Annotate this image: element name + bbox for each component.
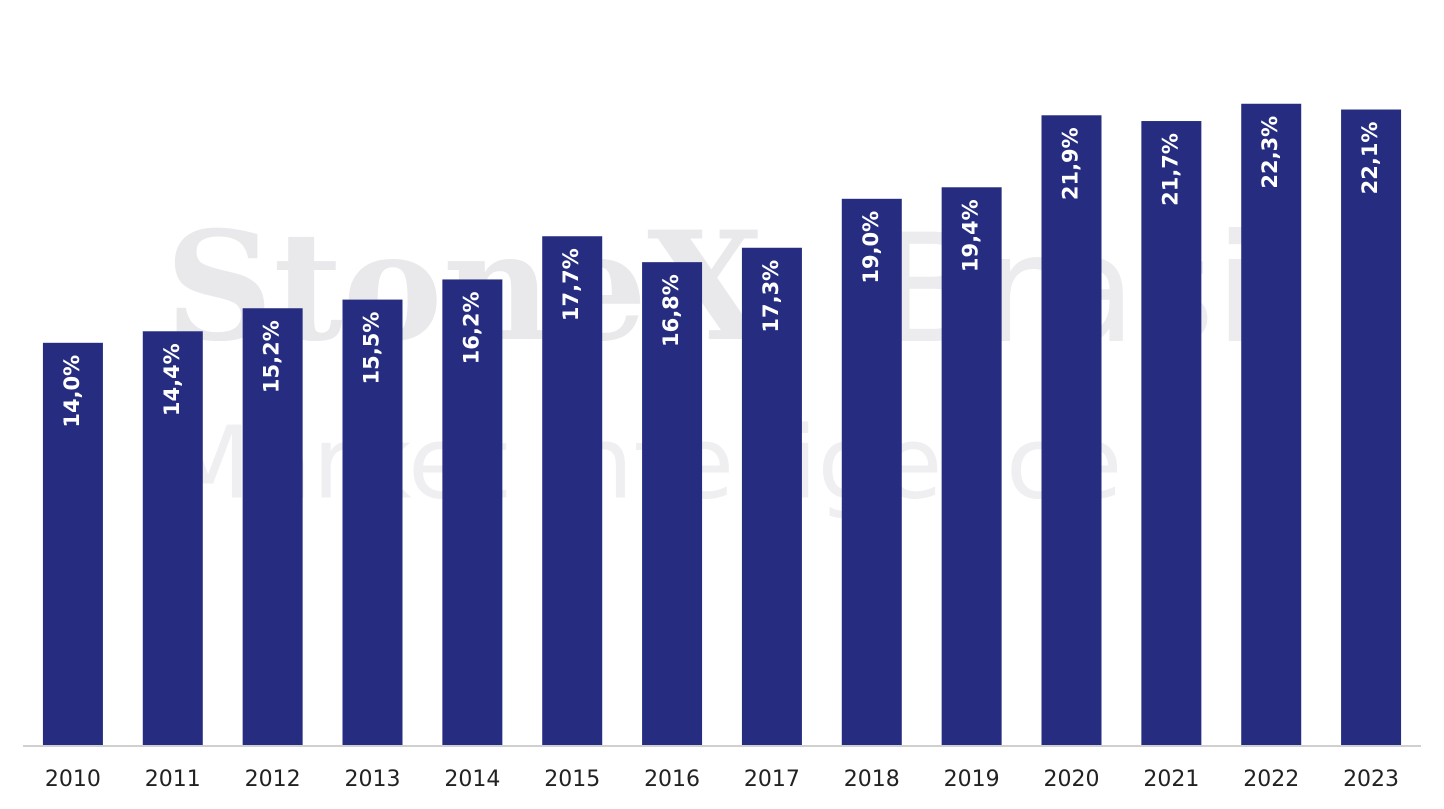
value-label: 19,0%: [859, 211, 883, 284]
value-label: 19,4%: [959, 199, 983, 272]
bar: [841, 198, 902, 747]
value-label: 22,1%: [1358, 122, 1382, 195]
value-label: 21,9%: [1059, 127, 1083, 200]
x-tick-label: 2016: [644, 767, 700, 792]
value-label: 14,4%: [160, 343, 184, 416]
bar: [42, 342, 103, 746]
bar: [542, 236, 603, 747]
x-tick-label: 2019: [944, 767, 1000, 792]
x-tick-label: 2017: [744, 767, 800, 792]
bar: [1241, 103, 1302, 746]
x-tick-label: 2023: [1343, 767, 1399, 792]
bar: [1041, 115, 1102, 746]
bar: [242, 308, 303, 746]
x-tick-label: 2013: [345, 767, 401, 792]
value-label: 21,7%: [1158, 133, 1182, 206]
bar: [642, 262, 703, 746]
x-tick-label: 2012: [245, 767, 301, 792]
x-tick-label: 2018: [844, 767, 900, 792]
x-tick-label: 2015: [544, 767, 600, 792]
x-tick-label: 2022: [1243, 767, 1299, 792]
x-tick-label: 2011: [145, 767, 201, 792]
x-tick-label: 2010: [45, 767, 101, 792]
value-label: 16,8%: [659, 274, 683, 347]
bar: [941, 187, 1002, 746]
value-label: 14,0%: [60, 355, 84, 428]
bar: [342, 299, 403, 746]
value-label: 15,5%: [360, 312, 384, 385]
bar: [142, 331, 203, 746]
bar: [442, 279, 503, 746]
x-tick-label: 2020: [1044, 767, 1100, 792]
value-label: 16,2%: [459, 291, 483, 364]
value-label: 15,2%: [260, 320, 284, 393]
value-label: 22,3%: [1258, 116, 1282, 189]
value-label: 17,3%: [759, 260, 783, 333]
bar: [1341, 109, 1402, 746]
x-tick-label: 2014: [444, 767, 500, 792]
x-tick-label: 2021: [1143, 767, 1199, 792]
bar: [1141, 121, 1202, 747]
bar: [741, 247, 802, 746]
value-label: 17,7%: [559, 248, 583, 321]
